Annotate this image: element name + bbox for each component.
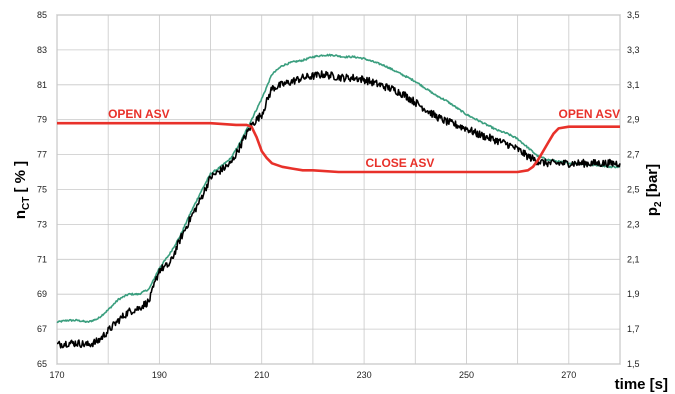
y-left-tick-label: 85 — [37, 10, 47, 20]
series-line-1 — [56, 53, 621, 324]
y-left-tick-label: 75 — [37, 185, 47, 195]
y-left-title-rest: [ % ] — [12, 161, 29, 197]
y-left-tick-label: 65 — [37, 359, 47, 369]
y-left-axis-ticks: 65 67 69 71 73 75 77 79 81 83 85 — [37, 10, 47, 369]
y-left-tick-label: 83 — [37, 45, 47, 55]
y-left-tick-label: 77 — [37, 150, 47, 160]
series-line-2 — [56, 70, 621, 349]
y-left-tick-label: 69 — [37, 289, 47, 299]
y-right-tick-label: 1,7 — [627, 324, 640, 334]
annotation-label: CLOSE ASV — [365, 156, 434, 170]
y-right-tick-label: 3,3 — [627, 45, 640, 55]
y-left-title-main: n — [12, 210, 29, 219]
y-left-tick-label: 79 — [37, 115, 47, 125]
y-right-tick-label: 2,3 — [627, 219, 640, 229]
x-tick-label: 250 — [459, 370, 474, 380]
x-axis-ticks: 170 190 210 230 250 270 — [49, 370, 576, 380]
x-tick-label: 230 — [357, 370, 372, 380]
x-tick-label: 170 — [49, 370, 64, 380]
y-right-tick-label: 3,1 — [627, 80, 640, 90]
y-left-title-sub: CT — [21, 197, 32, 210]
y-right-title-rest: [bar] — [644, 164, 661, 202]
annotations: OPEN ASV CLOSE ASV OPEN ASV — [108, 107, 620, 170]
y-right-tick-label: 2,9 — [627, 115, 640, 125]
y-right-tick-label: 1,9 — [627, 289, 640, 299]
y-left-tick-label: 81 — [37, 80, 47, 90]
annotation-label: OPEN ASV — [559, 107, 621, 121]
y-right-title-main: p — [644, 207, 661, 216]
y-right-axis-title: p2 [bar] — [644, 164, 664, 216]
x-tick-label: 210 — [254, 370, 269, 380]
annotation-label: OPEN ASV — [108, 107, 170, 121]
series-lines — [56, 53, 621, 349]
x-tick-label: 190 — [152, 370, 167, 380]
y-left-tick-label: 73 — [37, 219, 47, 229]
y-right-tick-label: 1,5 — [627, 359, 640, 369]
y-left-tick-label: 67 — [37, 324, 47, 334]
y-right-tick-label: 2,7 — [627, 150, 640, 160]
y-right-tick-label: 3,5 — [627, 10, 640, 20]
y-right-axis-ticks: 1,5 1,7 1,9 2,1 2,3 2,5 2,7 2,9 3,1 3,3 3,5 — [627, 10, 640, 369]
y-left-axis-title: nCT [ % ] — [12, 161, 32, 219]
series-line-3 — [57, 121, 620, 174]
x-tick-label: 270 — [561, 370, 576, 380]
y-left-tick-label: 71 — [37, 254, 47, 264]
x-axis-title: time [s] — [615, 376, 668, 393]
y-right-tick-label: 2,1 — [627, 254, 640, 264]
y-right-title-sub: 2 — [653, 201, 664, 207]
y-right-tick-label: 2,5 — [627, 185, 640, 195]
